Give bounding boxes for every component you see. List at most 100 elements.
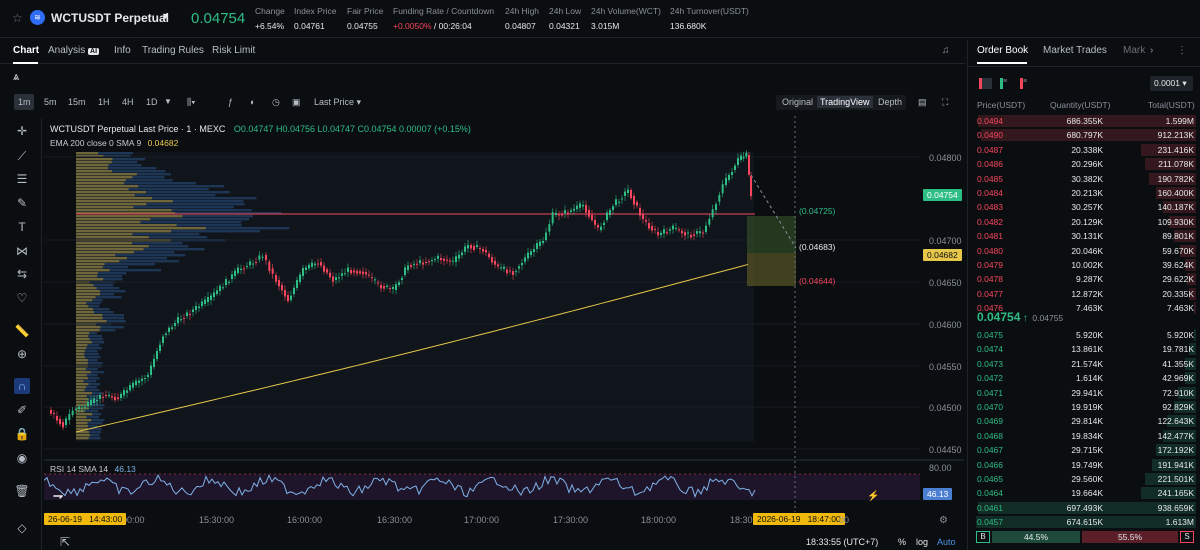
auto-toggle[interactable]: Auto xyxy=(937,537,956,547)
candle-body xyxy=(105,395,107,397)
ask-row[interactable]: 0.0477 12.872K 20.335K xyxy=(974,287,1196,301)
eye-icon[interactable]: ◉ xyxy=(16,451,28,465)
ask-row[interactable]: 0.0490 680.797K 912.213K xyxy=(974,128,1196,142)
profile-bar xyxy=(76,368,86,371)
ask-row[interactable]: 0.0478 9.287K 29.622K xyxy=(974,272,1196,286)
view-tradingview[interactable]: TradingView xyxy=(817,96,873,108)
star-icon[interactable]: ☆ xyxy=(12,11,23,25)
profile-bar xyxy=(76,242,132,245)
candle-body xyxy=(705,225,707,232)
tab-order-book[interactable]: Order Book xyxy=(977,45,1029,56)
clock-icon[interactable]: ◷ xyxy=(272,97,280,107)
bid-row[interactable]: 0.0472 1.614K 42.969K xyxy=(974,371,1196,385)
view-asks-icon[interactable]: ≡ xyxy=(1020,78,1031,89)
symbol-title[interactable]: WCTUSDT Perpetual xyxy=(51,11,170,25)
ask-row[interactable]: 0.0485 30.382K 190.782K xyxy=(974,172,1196,186)
profile-bar xyxy=(76,413,93,416)
ruler-icon[interactable]: 📏 xyxy=(14,324,30,338)
profile-bar xyxy=(76,434,91,437)
profile-bar xyxy=(76,245,149,248)
view-bids-icon[interactable]: ≡ xyxy=(1000,78,1011,89)
fullscreen-icon[interactable]: ⛶ xyxy=(942,97,949,107)
timeframe-dropdown-icon[interactable]: ▼ xyxy=(164,97,172,106)
log-toggle[interactable]: log xyxy=(916,537,929,547)
fib-icon[interactable]: ☰ xyxy=(16,172,28,186)
ask-row[interactable]: 0.0483 30.257K 140.187K xyxy=(974,200,1196,214)
tab-info[interactable]: Info xyxy=(114,45,131,56)
row-quantity: 674.615K xyxy=(1066,517,1103,528)
profile-bar xyxy=(76,356,85,359)
brush-icon[interactable]: ✎ xyxy=(16,196,28,210)
measure-icon[interactable]: ⇆ xyxy=(16,267,28,281)
timeframe-5m[interactable]: 5m xyxy=(44,97,57,107)
text-icon[interactable]: T xyxy=(18,220,26,234)
bid-row[interactable]: 0.0469 29.814K 122.643K xyxy=(974,414,1196,428)
timeframe-1h[interactable]: 1H xyxy=(98,97,110,107)
lock-icon[interactable]: 🔒 xyxy=(14,427,30,441)
tab-trading-rules[interactable]: Trading Rules xyxy=(142,45,204,56)
bid-row[interactable]: 0.0466 19.749K 191.941K xyxy=(974,458,1196,472)
bid-row[interactable]: 0.0467 29.715K 172.192K xyxy=(974,443,1196,457)
precision-select[interactable]: 0.0001 ▾ xyxy=(1150,76,1193,91)
heart-icon[interactable]: ♡ xyxy=(16,291,28,305)
bid-row[interactable]: 0.0475 5.920K 5.920K xyxy=(974,328,1196,342)
trash-icon[interactable]: 🗑 xyxy=(14,484,30,498)
panel-icon[interactable]: ▤ xyxy=(918,97,927,107)
bid-row[interactable]: 0.0470 19.919K 92.829K xyxy=(974,400,1196,414)
view-depth[interactable]: Depth xyxy=(878,97,903,107)
percent-toggle[interactable]: % xyxy=(898,537,907,547)
timeframe-4h[interactable]: 4H xyxy=(122,97,134,107)
zoom-icon[interactable]: ⊕ xyxy=(16,347,28,361)
ask-row[interactable]: 0.0486 20.296K 211.078K xyxy=(974,157,1196,171)
chevron-right-icon[interactable]: › xyxy=(1150,45,1154,56)
tree-icon[interactable]: ◇ xyxy=(17,521,27,535)
trendline-icon[interactable]: ⟋ xyxy=(17,148,27,163)
bid-row[interactable]: 0.0474 13.861K 19.781K xyxy=(974,342,1196,356)
view-both-icon[interactable] xyxy=(979,78,992,89)
crosshair-icon[interactable]: ✛ xyxy=(16,124,28,138)
indicators-icon[interactable]: ƒ xyxy=(228,97,234,107)
bid-row[interactable]: 0.0468 19.834K 142.477K xyxy=(974,429,1196,443)
more-icon[interactable]: ⋮ xyxy=(1177,45,1187,56)
bid-row[interactable]: 0.0461 697.493K 938.659K xyxy=(974,501,1196,515)
tab-chart[interactable]: Chart xyxy=(13,45,40,56)
layout-icon[interactable]: ◐ xyxy=(250,97,256,107)
chevron-down-icon[interactable]: ▼ xyxy=(161,11,170,21)
tab-mark[interactable]: Mark xyxy=(1123,45,1146,56)
bid-row[interactable]: 0.0464 19.664K 241.165K xyxy=(974,486,1196,500)
bid-row[interactable]: 0.0465 29.560K 221.501K xyxy=(974,472,1196,486)
camera-icon[interactable]: ▣ xyxy=(292,97,301,107)
tab-risk-limit[interactable]: Risk Limit xyxy=(212,45,256,56)
export-icon[interactable]: ⇱ xyxy=(59,535,71,549)
timeframe-1m[interactable]: 1m xyxy=(18,97,31,107)
bid-row[interactable]: 0.0473 21.574K 41.355K xyxy=(974,357,1196,371)
view-original[interactable]: Original xyxy=(782,97,814,107)
last-price-select[interactable]: Last Price ▾ xyxy=(314,97,362,107)
settings-icon[interactable]: ⚙ xyxy=(939,515,948,526)
tab-analysis[interactable]: Analysis AI xyxy=(48,45,100,56)
candle-type-icon[interactable]: ⫼▾ xyxy=(187,97,196,107)
ask-row[interactable]: 0.0484 20.213K 160.400K xyxy=(974,186,1196,200)
bid-row[interactable]: 0.0457 674.615K 1.613M xyxy=(974,515,1196,529)
bid-row[interactable]: 0.0471 29.941K 72.910K xyxy=(974,386,1196,400)
timeframe-15m[interactable]: 15m xyxy=(68,97,86,107)
candle-body xyxy=(210,295,212,300)
bell-icon[interactable]: ♫ xyxy=(942,45,950,56)
draw-mode-icon[interactable]: ✐ xyxy=(16,403,28,417)
lightning-icon[interactable]: ⚡ xyxy=(867,489,879,502)
ask-row[interactable]: 0.0482 20.129K 109.930K xyxy=(974,215,1196,229)
indicator-logo-icon[interactable]: ⩓ xyxy=(13,71,20,83)
candle-body xyxy=(503,266,505,269)
magnet-icon[interactable]: ∩ xyxy=(14,378,30,394)
timeframe-1d[interactable]: 1D xyxy=(146,97,158,107)
price-chart[interactable]: ⇁ ⚡ ⚙ xyxy=(44,116,964,530)
ask-row[interactable]: 0.0487 20.338K 231.416K xyxy=(974,143,1196,157)
ask-row[interactable]: 0.0481 30.131K 89.801K xyxy=(974,229,1196,243)
candle-body xyxy=(389,288,391,289)
ask-row[interactable]: 0.0479 10.002K 39.624K xyxy=(974,258,1196,272)
ask-row[interactable]: 0.0494 686.355K 1.599M xyxy=(974,114,1196,128)
ask-row[interactable]: 0.0480 20.046K 59.670K xyxy=(974,244,1196,258)
ask-row[interactable]: 0.0476 7.463K 7.463K xyxy=(974,301,1196,315)
tab-market-trades[interactable]: Market Trades xyxy=(1043,45,1107,56)
pattern-icon[interactable]: ⋈ xyxy=(16,244,28,258)
